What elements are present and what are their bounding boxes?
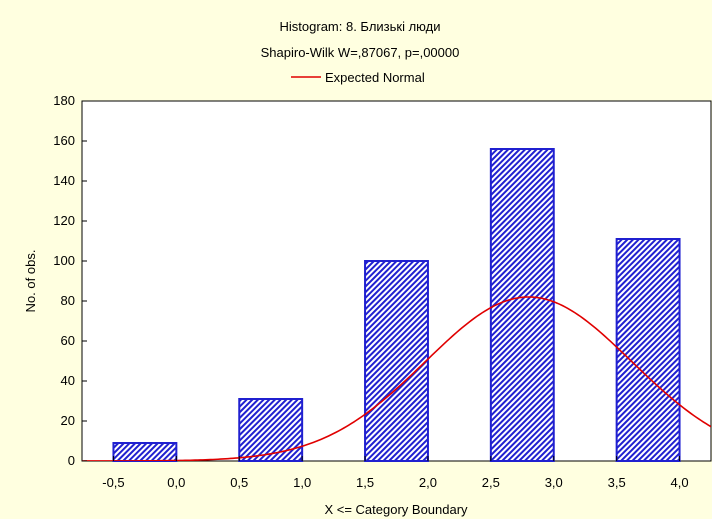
bars (112, 148, 681, 462)
y-tick-label: 80 (61, 293, 75, 308)
x-tick-label: 3,0 (545, 475, 563, 490)
y-tick-label: 140 (53, 173, 75, 188)
legend: Expected Normal (291, 70, 425, 85)
histogram-bar (238, 398, 304, 462)
x-tick-label: 1,0 (293, 475, 311, 490)
histogram-bar (615, 238, 681, 462)
y-tick-label: 40 (61, 373, 75, 388)
x-tick-label: 2,0 (419, 475, 437, 490)
histogram-bar (112, 442, 178, 462)
x-tick-label: 0,5 (230, 475, 248, 490)
y-tick-label: 160 (53, 133, 75, 148)
histogram-bar (364, 260, 429, 462)
y-tick-label: 180 (53, 93, 75, 108)
y-tick-label: 20 (61, 413, 75, 428)
x-tick-label: 3,5 (608, 475, 626, 490)
expected-normal-curve (82, 296, 711, 461)
histogram-bar (489, 148, 555, 462)
chart-title: Histogram: 8. Близькі люди (280, 19, 441, 34)
y-tick-label: 120 (53, 213, 75, 228)
x-axis: -0,5 0,0 0,5 1,0 1,5 2,0 2,5 3,0 3,5 4,0 (102, 456, 689, 490)
y-axis: 0 20 40 60 80 100 120 140 160 180 (53, 93, 87, 468)
x-axis-label: X <= Category Boundary (324, 502, 468, 517)
chart-subtitle: Shapiro-Wilk W=,87067, p=,00000 (261, 45, 460, 60)
x-tick-label: 1,5 (356, 475, 374, 490)
y-tick-label: 100 (53, 253, 75, 268)
expected-normal-curve-layer (82, 296, 711, 461)
y-axis-label: No. of obs. (23, 250, 38, 313)
legend-label: Expected Normal (325, 70, 425, 85)
y-tick-label: 0 (68, 453, 75, 468)
y-tick-label: 60 (61, 333, 75, 348)
x-tick-label: 4,0 (671, 475, 689, 490)
x-tick-label: 2,5 (482, 475, 500, 490)
x-tick-label: 0,0 (167, 475, 185, 490)
x-tick-label: -0,5 (102, 475, 124, 490)
